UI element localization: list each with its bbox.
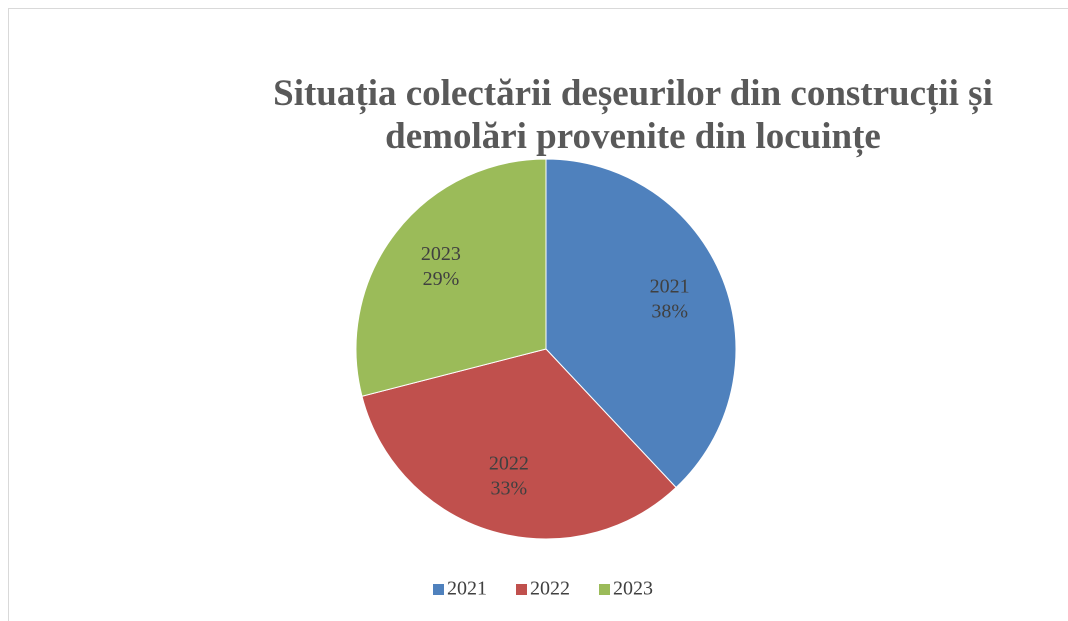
slice-value-label: 38% bbox=[651, 301, 688, 323]
legend-label: 2022 bbox=[530, 578, 570, 600]
pie-slice bbox=[361, 348, 677, 540]
chart-border bbox=[8, 8, 1068, 621]
slice-category-label: 2023 bbox=[421, 243, 461, 265]
slice-value-label: 33% bbox=[491, 477, 528, 499]
legend-swatch bbox=[516, 584, 527, 595]
pie-slice bbox=[355, 158, 547, 397]
legend-swatch bbox=[599, 584, 610, 595]
slice-category-label: 2022 bbox=[489, 452, 529, 474]
pie-slice bbox=[545, 158, 737, 489]
legend-label: 2021 bbox=[447, 578, 487, 600]
legend-swatch bbox=[433, 584, 444, 595]
slice-value-label: 29% bbox=[423, 268, 460, 290]
slice-category-label: 2021 bbox=[650, 276, 690, 298]
legend-label: 2023 bbox=[613, 578, 653, 600]
chart-title: Situația colectării deșeurilor din const… bbox=[273, 73, 993, 157]
